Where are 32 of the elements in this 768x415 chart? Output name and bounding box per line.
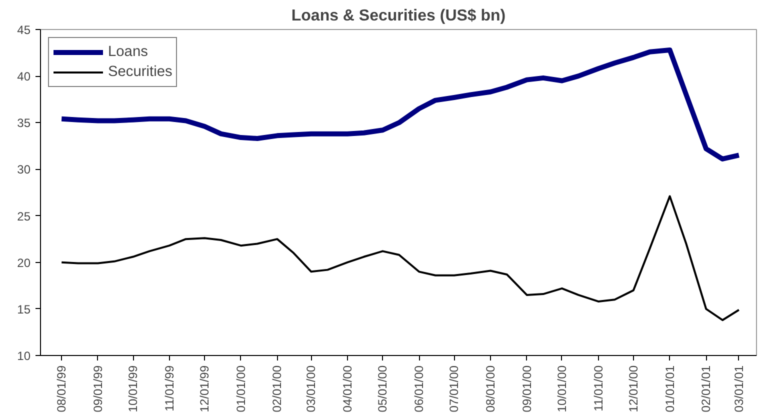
x-tick-label: 11/01/99 xyxy=(162,365,176,412)
x-tick-label: 06/01/00 xyxy=(412,365,426,412)
x-tick-label: 05/01/00 xyxy=(376,365,390,412)
x-tick-label: 08/01/99 xyxy=(54,365,69,412)
x-tick-label: 02/01/00 xyxy=(270,365,284,412)
y-tick-label: 25 xyxy=(17,209,31,224)
y-tick-label: 30 xyxy=(17,162,31,177)
y-tick-label: 20 xyxy=(17,256,31,270)
x-tick-label: 09/01/00 xyxy=(520,365,534,412)
x-tick-label: 12/01/99 xyxy=(198,365,212,412)
x-tick-label: 11/01/00 xyxy=(591,365,606,412)
chart-title: Loans & Securities (US$ bn) xyxy=(291,8,506,24)
x-tick-label: 09/01/99 xyxy=(90,365,105,412)
y-tick-label: 40 xyxy=(17,70,31,84)
x-tick-label: 03/01/01 xyxy=(732,365,746,412)
x-tick-label: 10/01/99 xyxy=(126,365,140,412)
x-tick-label: 01/01/00 xyxy=(234,365,248,412)
y-tick-label: 45 xyxy=(17,23,31,37)
legend-label: Securities xyxy=(108,64,172,80)
x-tick-label: 04/01/00 xyxy=(340,365,355,412)
line-series xyxy=(60,195,740,322)
x-tick-label: 03/01/00 xyxy=(304,365,318,412)
y-tick-label: 35 xyxy=(17,116,31,130)
x-tick-label: 10/01/00 xyxy=(554,365,569,412)
y-tick-label: 10 xyxy=(17,349,31,363)
legend-label: Loans xyxy=(108,44,148,60)
y-tick-label: 15 xyxy=(17,302,31,316)
x-tick-label: 02/01/01 xyxy=(699,365,714,412)
x-tick-label: 08/01/00 xyxy=(483,365,498,412)
x-tick-label: 01/01/01 xyxy=(662,365,677,412)
x-tick-label: 07/01/00 xyxy=(447,365,462,412)
x-tick-label: 12/01/00 xyxy=(626,365,640,412)
